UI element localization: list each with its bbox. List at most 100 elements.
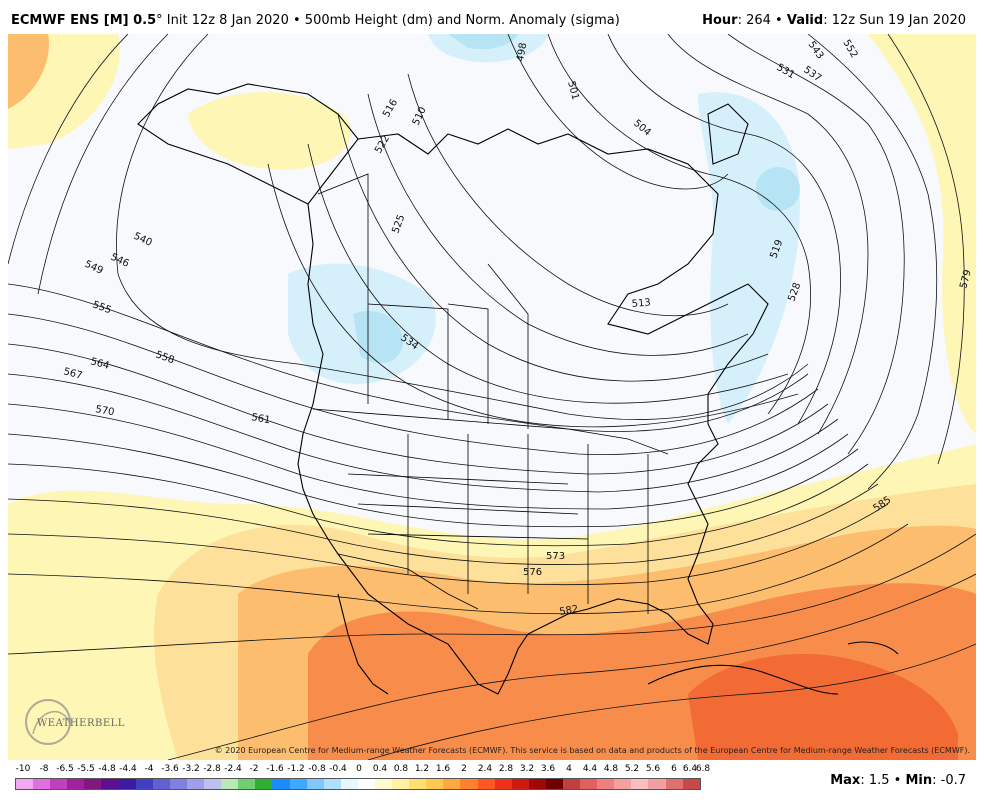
colorbar-swatch <box>238 779 256 789</box>
colorbar-swatch <box>67 779 85 789</box>
anomaly-blue-north <box>448 34 518 50</box>
political-borders <box>312 173 669 614</box>
weatherbell-logo-icon <box>25 699 71 745</box>
bullet: • <box>288 13 305 28</box>
colorbar-swatch <box>186 779 205 789</box>
coastlines <box>137 83 899 695</box>
colorbar-tick: 2 <box>461 764 467 774</box>
colorbar-tick: -2 <box>249 764 259 774</box>
colorbar-swatch <box>545 779 563 789</box>
colorbar-tick: 4 <box>566 764 572 774</box>
colorbar-swatch <box>682 779 700 789</box>
colorbar-tick: 2.8 <box>498 764 514 774</box>
colorbar-swatch <box>648 779 666 789</box>
colorbar-swatch <box>152 779 170 789</box>
colorbar-tick: 6 <box>671 764 677 774</box>
colorbar-tick: -2.4 <box>224 764 242 774</box>
height-contours <box>8 34 976 760</box>
colorbar-swatch <box>306 779 324 789</box>
colorbar-swatch <box>477 779 495 789</box>
colorbar-tick: -8 <box>39 764 49 774</box>
contour-label: 567 <box>62 366 83 382</box>
colorbar-tick: -2.8 <box>203 764 221 774</box>
colorbar-tick: 3.6 <box>540 764 556 774</box>
contour-label: 498 <box>515 42 529 63</box>
colorbar-tick: -5.5 <box>77 764 95 774</box>
anomaly-pale-yellow-alaska <box>188 92 351 170</box>
colorbar-swatch <box>631 779 649 789</box>
colorbar-swatch <box>118 779 136 789</box>
colorbar-tick: 0.4 <box>372 764 388 774</box>
colorbar-swatch <box>340 779 358 789</box>
colorbar-swatch <box>494 779 512 789</box>
copyright-credit: © 2020 European Centre for Medium-range … <box>214 746 970 755</box>
colorbar-swatch <box>204 779 222 789</box>
colorbar-swatch <box>169 779 187 789</box>
anomaly-blue-spot <box>756 167 800 211</box>
hour-label: Hour <box>702 13 738 28</box>
colorbar-tick: 2.4 <box>477 764 493 774</box>
colorbar-swatch <box>426 779 444 789</box>
colorbar-swatch <box>597 779 615 789</box>
anomaly-colorbar <box>15 778 701 790</box>
bullet: • <box>889 773 906 788</box>
colorbar-swatch <box>460 779 478 789</box>
model-name: ECMWF ENS [M] 0.5 <box>11 13 157 28</box>
colorbar-swatch <box>84 779 102 789</box>
colorbar-tick: 3.2 <box>519 764 535 774</box>
colorbar-tick: 0 <box>356 764 362 774</box>
anomaly-orange-nw <box>8 34 49 109</box>
contour-label: 513 <box>631 297 651 310</box>
colorbar-tick: 5.2 <box>624 764 640 774</box>
degree-sign: ° <box>156 13 163 28</box>
anomaly-pale-yellow-atlantic <box>868 34 976 434</box>
colorbar-tick: -1.2 <box>287 764 305 774</box>
colorbar-swatch <box>289 779 307 789</box>
max-label: Max <box>830 773 861 788</box>
contour-label: 579 <box>958 268 974 289</box>
colorbar-swatch <box>392 779 410 789</box>
colorbar-tick: 6.4 <box>682 764 698 774</box>
anomaly-red-orange <box>688 654 958 760</box>
colorbar-swatch <box>614 779 632 789</box>
logo-text: WEATHERBELL <box>37 718 125 729</box>
colorbar-tick: -4.8 <box>98 764 116 774</box>
valid-value: : 12z Sun 19 Jan 2020 <box>823 13 966 28</box>
field-name: 500mb Height (dm) and Norm. Anomaly (sig… <box>304 13 620 28</box>
colorbar-swatch <box>665 779 683 789</box>
contour-label: 582 <box>559 604 580 618</box>
colorbar-swatch <box>33 779 51 789</box>
colorbar-tick: -6.5 <box>56 764 74 774</box>
colorbar-tick: 4.4 <box>582 764 598 774</box>
colorbar-swatch <box>528 779 546 789</box>
hour-value: : 264 <box>737 13 771 28</box>
height-anomaly-map: 516 510 522 525 534 540 546 549 555 558 … <box>8 34 976 760</box>
contour-label: 501 <box>565 80 581 101</box>
colorbar-tick: -0.8 <box>308 764 326 774</box>
init-time: Init 12z 8 Jan 2020 <box>162 13 289 28</box>
colorbar-swatch <box>221 779 239 789</box>
title-left: ECMWF ENS [M] 0.5° Init 12z 8 Jan 2020 •… <box>11 13 620 28</box>
colorbar-tick: -3.6 <box>161 764 179 774</box>
colorbar-tick: -3.2 <box>182 764 200 774</box>
contour-label: 573 <box>546 551 565 562</box>
contour-label: 564 <box>89 356 110 372</box>
colorbar-swatch <box>323 779 341 789</box>
colorbar-tick: 1.6 <box>435 764 451 774</box>
colorbar-swatch <box>563 779 581 789</box>
colorbar-tick: 5.6 <box>645 764 661 774</box>
colorbar-tick: -0.4 <box>329 764 347 774</box>
anomaly-blue-west <box>353 310 403 364</box>
colorbar-swatch <box>580 779 598 789</box>
colorbar-tick: 1.2 <box>414 764 430 774</box>
colorbar-swatch <box>443 779 461 789</box>
colorbar-tick: -10 <box>15 764 31 774</box>
map-panel: 516 510 522 525 534 540 546 549 555 558 … <box>8 34 976 760</box>
colorbar-swatch <box>374 779 393 789</box>
colorbar-swatch <box>135 779 153 789</box>
colorbar-swatch <box>101 779 119 789</box>
contour-label: 576 <box>523 567 542 578</box>
colorbar-swatch <box>272 779 290 789</box>
colorbar-swatch <box>50 779 68 789</box>
header: ECMWF ENS [M] 0.5° Init 12z 8 Jan 2020 •… <box>0 0 984 34</box>
